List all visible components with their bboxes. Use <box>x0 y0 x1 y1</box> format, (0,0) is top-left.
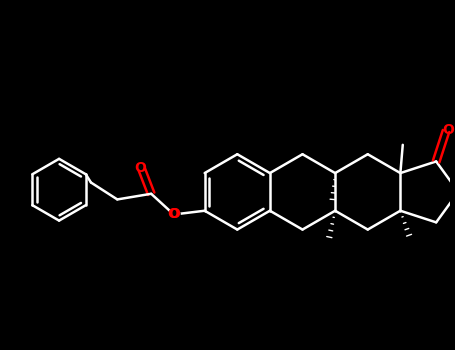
Text: O: O <box>167 206 179 220</box>
Text: O: O <box>168 206 180 220</box>
Text: O: O <box>134 161 146 175</box>
Text: O: O <box>442 123 454 137</box>
